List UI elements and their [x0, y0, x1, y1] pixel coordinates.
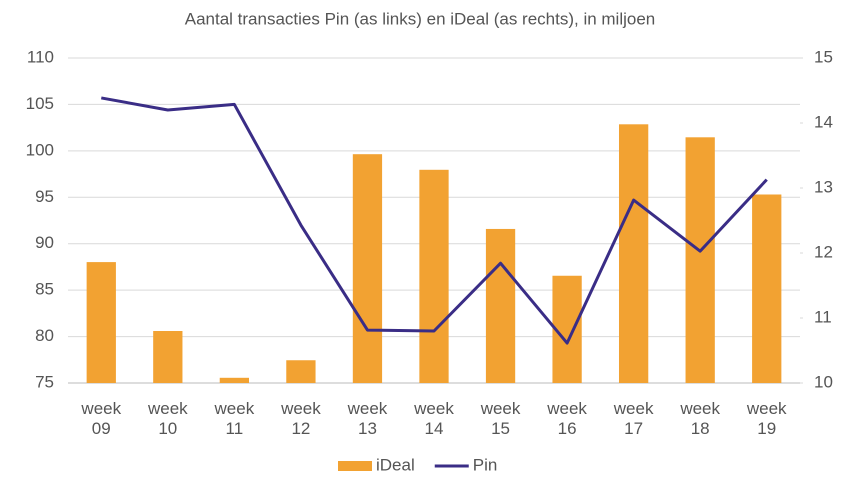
y2-tick-label: 13 [814, 177, 833, 196]
x-tick-label: week 09 [81, 399, 122, 438]
x-tick-label: week 16 [547, 399, 587, 438]
bar [685, 137, 715, 383]
x-tick-label: week 11 [214, 399, 255, 438]
y-tick-label: 105 [26, 94, 54, 113]
y2-tick-label: 12 [814, 242, 833, 261]
legend-label: Pin [473, 455, 498, 474]
x-tick-label: week 10 [147, 399, 188, 438]
chart-title: Aantal transacties Pin (as links) en iDe… [185, 9, 656, 28]
line [101, 96, 768, 345]
legend-label: iDeal [376, 455, 415, 474]
y-tick-label: 80 [35, 326, 54, 345]
x-tick-label: week 13 [347, 399, 388, 438]
y-tick-label: 75 [35, 372, 54, 391]
bar [485, 228, 516, 383]
x-tick-label: week 15 [480, 399, 521, 438]
x-tick-label: week 14 [414, 399, 454, 438]
y-tick-label: 90 [35, 233, 54, 252]
x-tick-label: week 17 [613, 399, 654, 438]
y-tick-label: 100 [26, 140, 54, 159]
bar [352, 154, 383, 383]
bar [618, 124, 649, 384]
y-tick-label: 95 [35, 187, 54, 206]
y2-tick-label: 10 [814, 372, 833, 391]
y2-tick-label: 11 [814, 307, 832, 326]
bar [219, 377, 250, 383]
y-tick-label: 85 [35, 280, 54, 299]
y2-tick-label: 14 [814, 112, 833, 131]
x-tick-label: week 18 [680, 399, 721, 438]
bar [86, 262, 116, 383]
x-tick-label: week 12 [281, 399, 321, 438]
bar [153, 331, 183, 383]
x-tick-label: week 19 [746, 399, 787, 438]
bar [419, 169, 449, 383]
legend-swatch [338, 461, 372, 471]
bar [752, 194, 782, 383]
y-tick-label: 110 [27, 47, 54, 66]
bar [286, 360, 316, 383]
y2-tick-label: 15 [814, 47, 833, 66]
